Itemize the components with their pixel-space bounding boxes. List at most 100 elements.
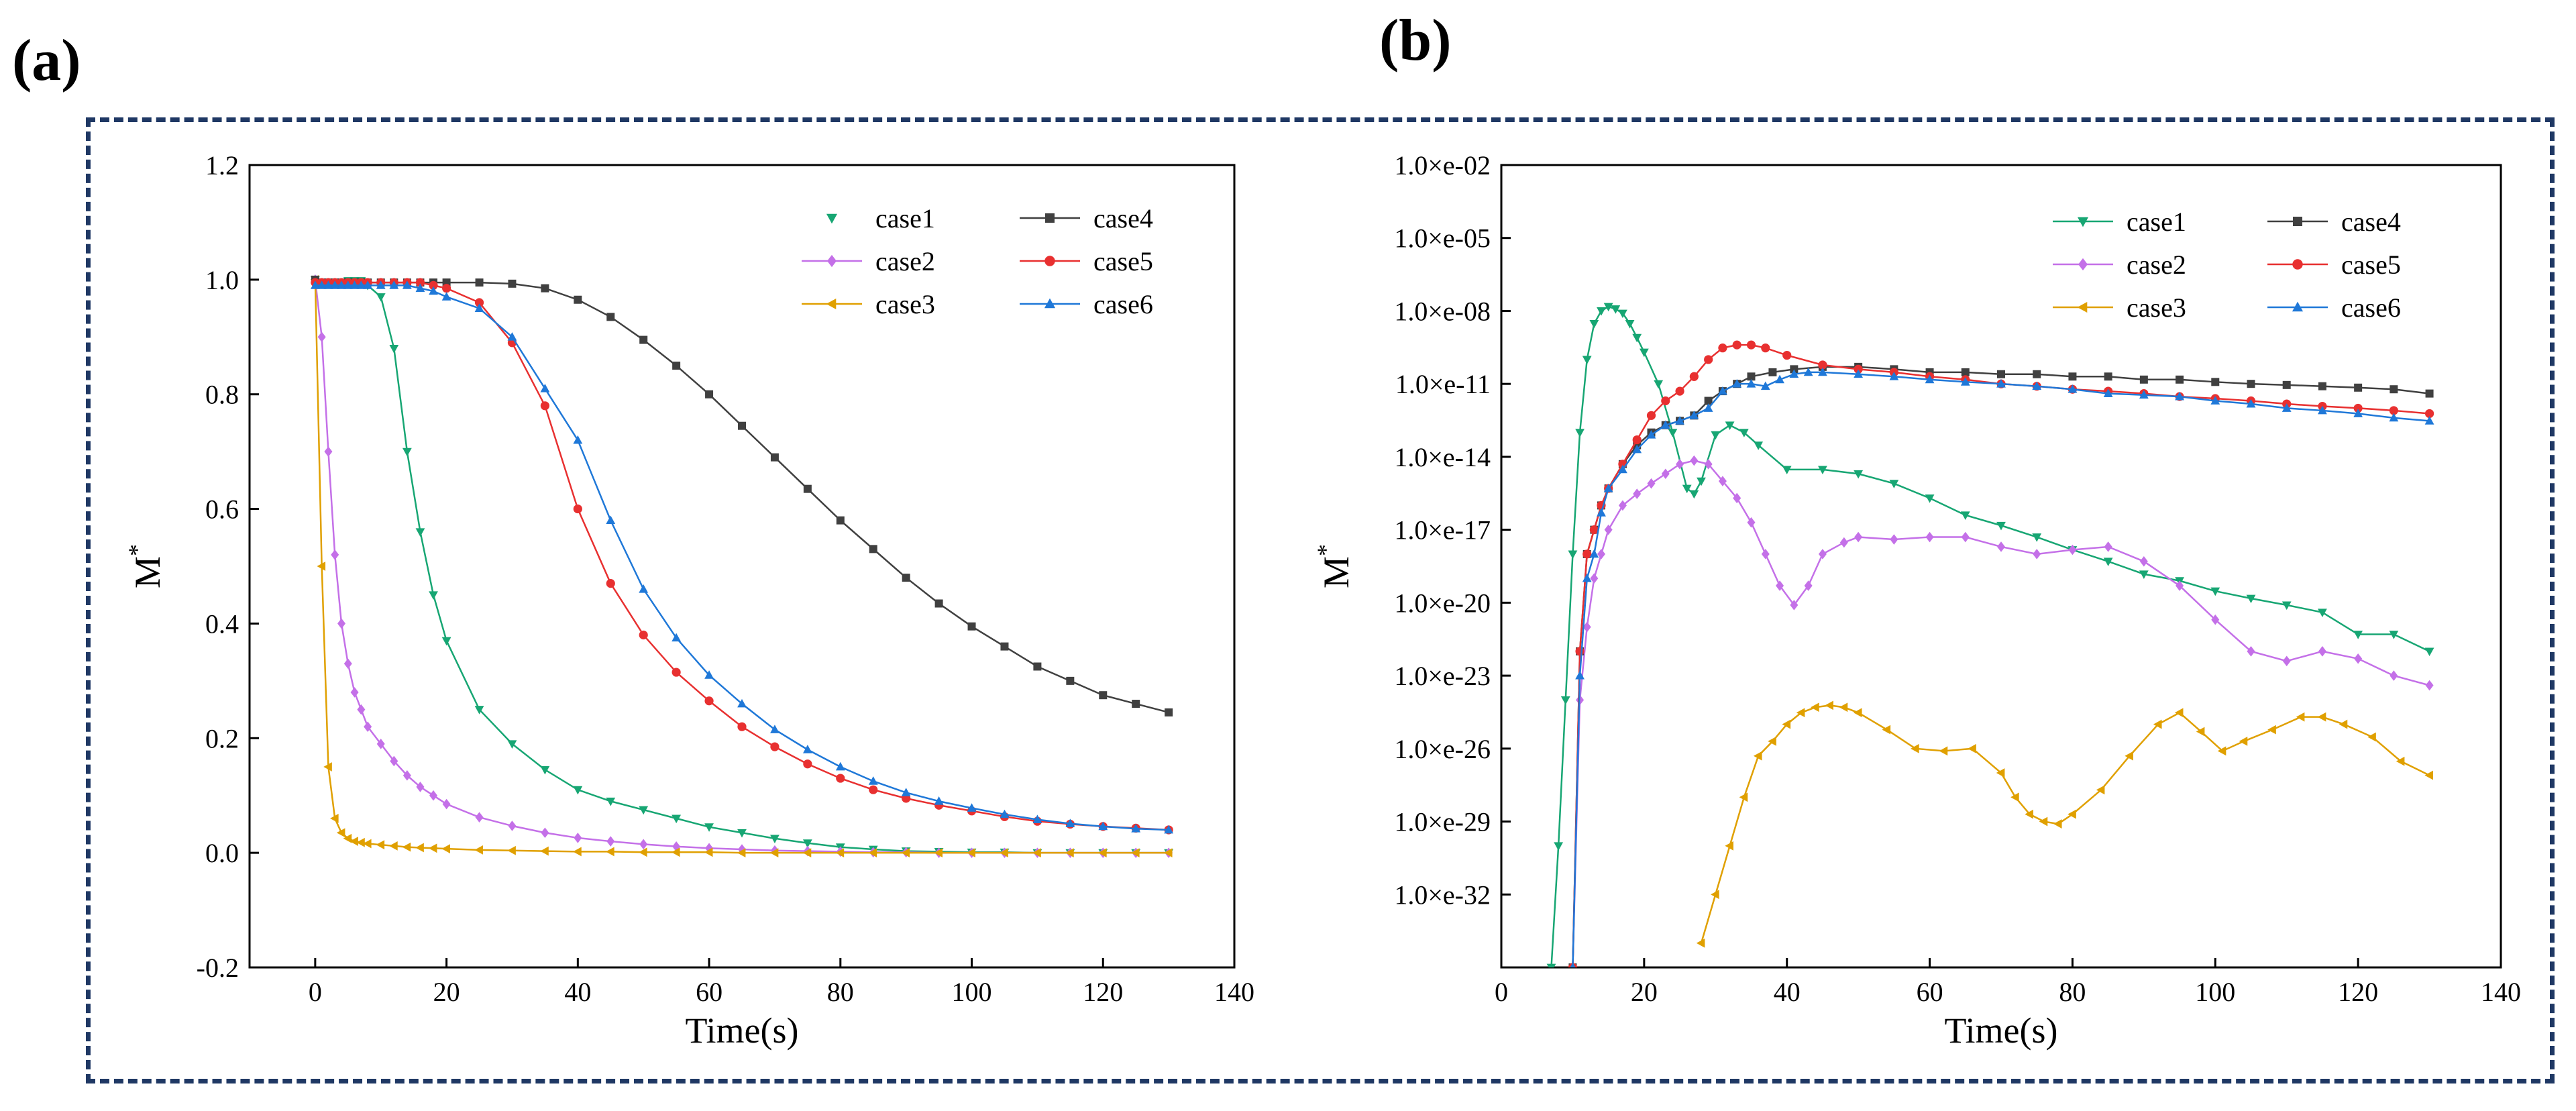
- data-point-case2: [1676, 459, 1684, 470]
- data-point-case1: [1697, 477, 1706, 486]
- data-point-case3: [2039, 816, 2048, 827]
- series-case1: [1546, 303, 2434, 967]
- series-line-case6: [1572, 371, 2430, 967]
- data-point-case3: [336, 828, 345, 838]
- x-tick-label: 80: [2059, 977, 2086, 1007]
- data-point-case2: [2247, 646, 2255, 657]
- y-axis-label-superscript: *: [1312, 544, 1339, 556]
- legend-label: case4: [2341, 207, 2401, 237]
- data-point-case6: [363, 280, 373, 289]
- data-point-case4: [475, 278, 484, 287]
- data-point-case5: [442, 284, 451, 293]
- data-point-case4: [902, 574, 910, 582]
- data-point-case3: [330, 813, 339, 823]
- data-point-case6: [2389, 413, 2399, 422]
- data-point-case6: [1000, 809, 1010, 818]
- y-tick-label: 1.0×e-02: [1394, 150, 1491, 180]
- data-point-case1: [1689, 490, 1699, 499]
- data-point-case6: [2246, 399, 2256, 408]
- data-point-case3: [1065, 848, 1074, 858]
- legend-entry-case6: case6: [2267, 293, 2401, 323]
- data-point-case3: [901, 848, 910, 858]
- data-point-case2: [1790, 600, 1799, 611]
- legend-label: case6: [1093, 289, 1153, 319]
- data-point-case5: [1761, 343, 1770, 353]
- data-point-case1: [1711, 431, 1721, 440]
- data-point-case3: [2096, 785, 2105, 795]
- x-tick-label: 80: [827, 977, 854, 1007]
- data-point-case1: [1568, 550, 1578, 560]
- data-point-case3: [2174, 708, 2184, 718]
- data-point-case1: [402, 447, 412, 457]
- data-point-case3: [415, 843, 424, 853]
- data-point-case4: [1000, 642, 1009, 651]
- data-point-case6: [901, 788, 911, 796]
- data-point-case1: [1668, 429, 1678, 437]
- data-point-case3: [428, 843, 437, 853]
- x-axis-label: Time(s): [685, 1010, 798, 1051]
- data-point-case3: [2217, 746, 2226, 756]
- data-point-case3: [835, 848, 845, 858]
- data-point-case6: [402, 280, 412, 289]
- data-point-case5: [672, 668, 681, 677]
- data-point-case5: [1818, 360, 1827, 370]
- data-point-case3: [441, 844, 450, 854]
- data-point-case6: [1960, 377, 1970, 386]
- data-point-case2: [1590, 573, 1599, 584]
- data-point-case2: [2282, 655, 2291, 667]
- data-point-case5: [1854, 364, 1863, 374]
- data-point-case1: [1889, 480, 1899, 488]
- data-point-case6: [737, 698, 747, 708]
- data-point-case4: [967, 622, 976, 631]
- data-point-case1: [1818, 466, 1827, 475]
- data-point-case4: [1165, 708, 1173, 717]
- y-tick-label: 1.0×e-14: [1394, 442, 1491, 472]
- data-point-case2: [1690, 455, 1699, 466]
- data-point-case4: [1747, 372, 1756, 381]
- data-point-case3: [1839, 702, 1848, 712]
- data-point-case3: [1725, 841, 1733, 851]
- data-point-case3: [507, 845, 516, 855]
- data-point-case5: [1575, 647, 1585, 656]
- data-point-case3: [769, 848, 779, 858]
- data-point-case5: [2389, 406, 2398, 415]
- data-point-case4: [1033, 662, 1042, 671]
- data-point-case4: [2068, 372, 2077, 381]
- series-line-case4: [1572, 366, 2430, 967]
- data-point-case6: [1889, 372, 1899, 380]
- data-point-case5: [606, 579, 615, 588]
- data-point-case6: [573, 435, 583, 444]
- y-tick-label: 0.8: [205, 380, 239, 410]
- data-point-case6: [1131, 824, 1141, 833]
- data-point-case1: [802, 839, 812, 848]
- data-point-case1: [2318, 609, 2327, 617]
- data-point-case6: [2032, 381, 2042, 390]
- x-tick-label: 0: [309, 977, 322, 1007]
- data-point-case3: [1739, 792, 1748, 802]
- data-point-case3: [2239, 737, 2248, 746]
- data-point-case3: [967, 848, 975, 858]
- data-point-case3: [2053, 819, 2062, 829]
- legend-marker: [826, 213, 838, 224]
- data-point-case1: [704, 823, 714, 832]
- y-tick-label: 0.0: [205, 838, 239, 868]
- data-point-case3: [934, 848, 943, 858]
- data-point-case6: [1597, 508, 1606, 517]
- data-point-case2: [429, 790, 438, 801]
- legend-entry-case5: case5: [1020, 246, 1153, 276]
- x-tick-label: 140: [1214, 977, 1254, 1007]
- data-point-case5: [1782, 350, 1792, 360]
- data-point-case6: [1818, 367, 1827, 376]
- data-point-case1: [389, 344, 399, 354]
- data-point-case6: [1589, 549, 1599, 558]
- data-point-case6: [507, 332, 517, 341]
- y-axis-label: M*: [123, 544, 168, 588]
- data-point-case6: [1660, 420, 1670, 429]
- data-point-case3: [1163, 848, 1173, 858]
- series-line-case3: [1700, 704, 2430, 944]
- data-point-case5: [770, 742, 780, 751]
- data-point-case5: [415, 278, 425, 287]
- data-point-case2: [1854, 531, 1863, 543]
- x-tick-label: 0: [1495, 977, 1508, 1007]
- data-point-case3: [1996, 768, 2005, 778]
